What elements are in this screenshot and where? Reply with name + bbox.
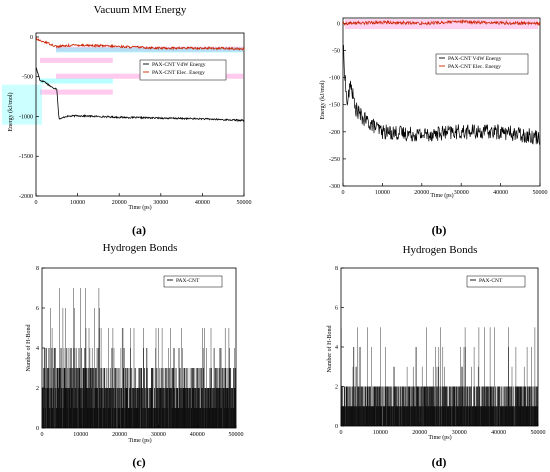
y-tick-label: 0 bbox=[335, 424, 338, 430]
y-tick-label: 0 bbox=[30, 35, 33, 41]
x-tick-label: 40000 bbox=[195, 200, 210, 206]
x-tick-label: 30000 bbox=[153, 200, 168, 206]
x-tick-label: 30000 bbox=[454, 190, 469, 196]
panel-d-legend: PAX-CNT bbox=[466, 275, 526, 288]
panel-d-title: Hydrogen Bonds bbox=[403, 244, 478, 256]
highlight-band bbox=[345, 19, 538, 30]
panel-a-ylabel: Energy (kJ/mol) bbox=[7, 92, 14, 131]
panel-b-plot: 0 10000 20000 30000 40000 50000 -300 -250 -200 -1… bbox=[329, 17, 548, 196]
y-tick-label: -1000 bbox=[19, 114, 33, 120]
panel-a-plot: 0 10000 20000 30000 40000 50000 -2000 -1500 -100… bbox=[2, 32, 252, 206]
legend-box bbox=[139, 59, 227, 81]
panel-b-legend: PAX-CNT VdW Energy PAX-CNT Elec. Energy bbox=[435, 53, 529, 75]
panel-c-ylabel: Number of H-Bond bbox=[25, 325, 32, 372]
series-vdw-line bbox=[342, 44, 541, 145]
panel-a-xlabel: Time (ps) bbox=[128, 204, 151, 211]
legend-entry: PAX-CNT VdW Energy bbox=[448, 56, 502, 62]
legend-box bbox=[163, 275, 223, 288]
y-tick-label: -2000 bbox=[19, 194, 33, 200]
highlight-band bbox=[56, 46, 244, 52]
x-tick-label: 40000 bbox=[493, 190, 508, 196]
y-tick-label: 6 bbox=[36, 306, 39, 312]
x-tick-label: 20000 bbox=[414, 190, 429, 196]
x-tick-label: 10000 bbox=[70, 200, 85, 206]
panel-b-xlabel: Time (ps) bbox=[430, 192, 453, 199]
y-tick-label: -200 bbox=[329, 130, 340, 136]
panel-d-plot: 0 10000 20000 30000 40000 50000 0 2 4 6 8 bbox=[335, 266, 546, 436]
y-tick-label: -500 bbox=[22, 75, 33, 81]
legend-entry: PAX-CNT Elec. Energy bbox=[448, 64, 501, 70]
panel-a-title: Vacuum MM Energy bbox=[94, 4, 187, 16]
x-tick-label: 10000 bbox=[373, 430, 388, 436]
y-tick-label: 0 bbox=[337, 21, 340, 27]
y-tick-label: -300 bbox=[329, 184, 340, 190]
x-tick-label: 40000 bbox=[190, 432, 205, 438]
legend-entry: PAX-CNT Elec. Energy bbox=[152, 70, 205, 76]
legend-entry: PAX-CNT bbox=[176, 278, 200, 284]
y-tick-label: 0 bbox=[36, 426, 39, 432]
x-tick-label: 10000 bbox=[375, 190, 390, 196]
x-tick-label: 0 bbox=[342, 190, 345, 196]
panel-a: Vacuum MM Energy 0 10000 20000 30000 40000 50… bbox=[2, 4, 252, 237]
series-hbond-bars bbox=[41, 288, 236, 428]
panel-a-label: (a) bbox=[132, 223, 146, 237]
panel-c-title: Hydrogen Bonds bbox=[103, 242, 178, 254]
panel-b-ylabel: Energy (kJ/mol) bbox=[319, 80, 326, 119]
legend-box bbox=[435, 53, 529, 75]
panel-c-plot: 0 10000 20000 30000 40000 50000 0 2 4 6 8 bbox=[36, 266, 244, 438]
panel-b: 0 10000 20000 30000 40000 50000 -300 -250 -200 -1… bbox=[319, 17, 548, 237]
panel-a-legend: PAX-CNT VdW Energy PAX-CNT Elec. Energy bbox=[139, 59, 227, 81]
panel-d-xlabel: Time (ps) bbox=[428, 434, 451, 441]
series-hbond-bars bbox=[340, 327, 538, 426]
highlight-band bbox=[40, 57, 113, 63]
x-tick-label: 50000 bbox=[533, 190, 548, 196]
highlight-band bbox=[40, 89, 113, 95]
highlight-band bbox=[56, 47, 244, 53]
x-tick-label: 20000 bbox=[112, 200, 127, 206]
series-elec-line bbox=[342, 19, 541, 27]
x-tick-label: 50000 bbox=[237, 200, 252, 206]
y-tick-label: 4 bbox=[36, 346, 39, 352]
x-tick-label: 30000 bbox=[151, 432, 166, 438]
y-tick-label: 8 bbox=[36, 266, 39, 272]
legend-entry: PAX-CNT VdW Energy bbox=[152, 62, 206, 68]
plot-frame bbox=[35, 32, 245, 197]
x-tick-label: 20000 bbox=[412, 430, 427, 436]
y-tick-label: -150 bbox=[329, 103, 340, 109]
x-tick-label: 50000 bbox=[531, 430, 546, 436]
x-tick-label: 20000 bbox=[112, 432, 127, 438]
x-tick-label: 50000 bbox=[229, 432, 244, 438]
y-tick-label: -250 bbox=[329, 157, 340, 163]
legend-box bbox=[466, 275, 526, 288]
x-tick-label: 30000 bbox=[452, 430, 467, 436]
y-tick-label: -100 bbox=[329, 76, 340, 82]
y-tick-label: 6 bbox=[335, 306, 338, 312]
panel-c-legend: PAX-CNT bbox=[163, 275, 223, 288]
y-tick-label: 2 bbox=[335, 385, 338, 391]
panel-c-label: (c) bbox=[132, 455, 145, 469]
x-tick-label: 0 bbox=[41, 432, 44, 438]
highlight-band bbox=[2, 84, 42, 125]
y-tick-label: -1500 bbox=[19, 154, 33, 160]
panel-c-xlabel: Time (ps) bbox=[128, 437, 151, 444]
y-tick-label: 4 bbox=[335, 345, 338, 351]
x-tick-label: 10000 bbox=[73, 432, 88, 438]
y-tick-label: -50 bbox=[332, 49, 340, 55]
y-tick-label: 8 bbox=[335, 266, 338, 272]
x-tick-label: 0 bbox=[35, 200, 38, 206]
panel-c: Hydrogen Bonds 0 10000 20000 30000 40000 5000… bbox=[25, 242, 244, 469]
panel-b-label: (b) bbox=[432, 223, 447, 237]
panel-d-ylabel: Number of H-Bond bbox=[326, 326, 333, 373]
panel-d-label: (d) bbox=[432, 455, 447, 469]
series-vdw-line bbox=[35, 67, 245, 123]
plot-frame bbox=[342, 17, 541, 187]
panel-d: Hydrogen Bonds 0 10000 20000 30000 40000 5000… bbox=[326, 244, 546, 469]
legend-entry: PAX-CNT bbox=[479, 278, 503, 284]
highlight-band bbox=[40, 78, 113, 84]
series-elec-line bbox=[35, 37, 245, 51]
x-tick-label: 0 bbox=[340, 430, 343, 436]
y-tick-label: 2 bbox=[36, 386, 39, 392]
x-tick-label: 40000 bbox=[491, 430, 506, 436]
